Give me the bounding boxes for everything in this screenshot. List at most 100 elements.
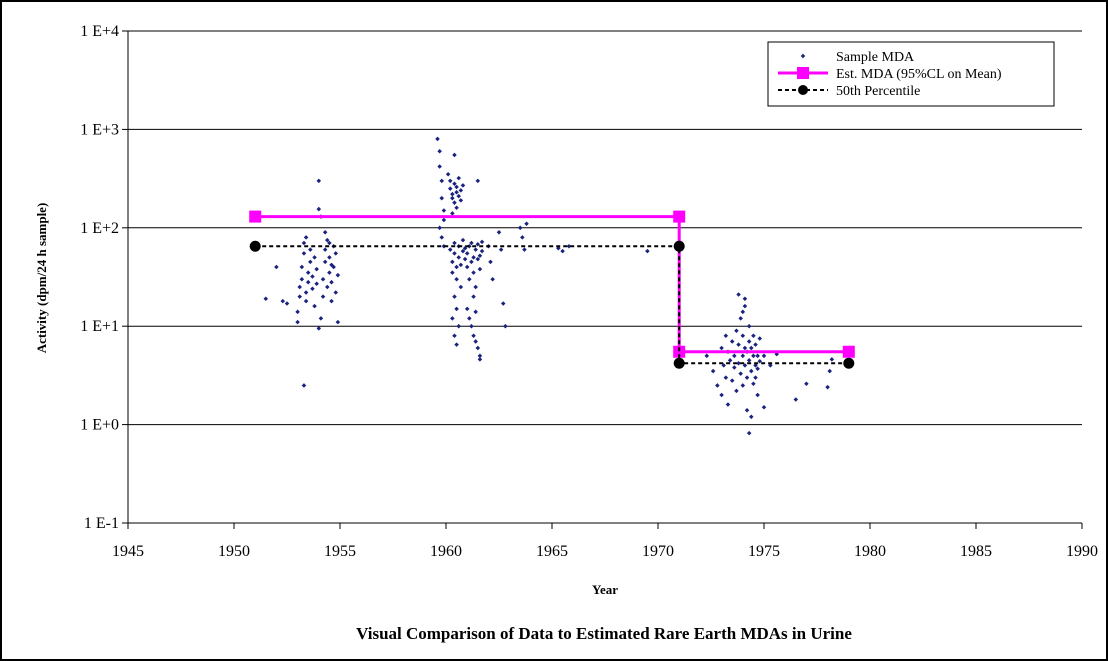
data-point [316,178,322,184]
data-point [329,298,334,304]
percentile-marker [843,357,855,369]
legend-marker-percentile [798,85,808,95]
data-point [456,255,461,260]
data-point [435,136,440,142]
data-point [297,284,302,290]
legend-label: 50th Percentile [836,84,920,99]
data-point [749,414,754,420]
data-point [308,259,313,265]
data-point [749,345,754,351]
data-point [441,217,447,223]
data-point [477,357,483,362]
data-point [473,284,478,290]
data-point [450,195,455,201]
data-point [734,388,739,394]
data-point [736,292,741,297]
data-point [753,375,758,380]
data-point [312,255,317,260]
data-point [738,316,743,321]
data-point [829,357,835,362]
percentile-line [255,245,849,365]
data-point [500,301,506,306]
data-point [437,148,442,154]
data-point [793,397,799,402]
data-point [456,193,461,199]
data-point [746,358,752,363]
data-point [452,240,457,246]
data-point [320,276,326,282]
data-point [496,230,502,235]
data-point [456,175,461,181]
data-point [314,281,319,287]
data-point [753,342,758,347]
data-point [727,358,733,363]
data-point [322,230,328,235]
data-point [524,221,529,226]
data-point [450,191,455,197]
data-point [464,251,470,256]
data-point [318,316,324,321]
data-point [475,256,481,262]
data-point [303,235,309,240]
data-point [303,298,309,304]
data-point [477,353,483,359]
data-point [751,333,756,338]
data-point [719,392,724,398]
data-point [325,284,330,290]
data-point [335,319,341,325]
y-tick-label: 1 E+4 [80,23,119,40]
data-point [452,200,457,205]
x-tick-label: 1960 [430,543,462,560]
legend-marker-mda [797,67,809,79]
x-tick-label: 1985 [960,543,992,560]
data-point [473,247,478,252]
data-point [746,323,752,329]
data-point [454,189,459,195]
data-point [475,345,481,351]
data-point [475,242,481,247]
data-point [308,247,313,252]
data-point [462,256,468,262]
data-point [452,294,457,299]
data-point [520,235,525,240]
data-point [746,339,752,344]
data-point [327,255,332,260]
data-point [751,353,756,359]
data-point [445,172,451,177]
data-point [464,264,470,270]
data-point [316,326,322,331]
data-point [322,259,328,265]
data-point [305,270,311,275]
data-point [479,248,485,254]
data-point [704,353,710,359]
data-point [458,284,464,290]
data-point [458,188,464,193]
data-point [475,178,481,184]
data-point [517,225,523,231]
data-point [719,345,724,351]
data-point [467,276,472,282]
data-point [437,225,442,231]
data-point [320,294,326,299]
data-point [280,298,286,304]
data-point [740,309,746,315]
data-point [441,208,447,213]
data-point [471,294,476,299]
data-point [723,375,729,380]
x-tick-label: 1975 [748,543,780,560]
data-point [452,251,457,256]
data-point [441,243,447,249]
data-point [450,270,455,275]
mda-marker [249,210,262,223]
data-point [469,323,474,329]
legend-box [767,41,1055,107]
grid-lines [128,30,1082,426]
data-point [744,407,750,413]
percentile-marker [673,357,685,369]
data-point [761,405,767,410]
percentile-marker [249,240,261,252]
data-point [454,342,459,347]
data-point [742,345,748,351]
data-point [522,247,527,252]
